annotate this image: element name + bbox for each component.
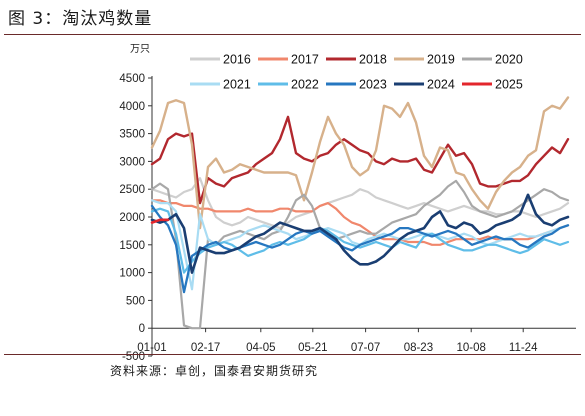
x-tick-label: 01-01 xyxy=(137,342,166,354)
x-tick-label: 05-21 xyxy=(298,342,327,354)
legend-label-2019: 2019 xyxy=(427,53,455,67)
y-tick-label: 4000 xyxy=(119,101,145,113)
series-line-2020 xyxy=(150,179,570,330)
x-tick-label: 08-23 xyxy=(404,342,433,354)
series-line-2018 xyxy=(150,115,570,205)
series-line-2016 xyxy=(150,177,570,230)
series-line-2023 xyxy=(150,204,570,294)
legend-label-2024: 2024 xyxy=(427,78,455,92)
y-tick-label: 3000 xyxy=(119,156,145,168)
y-tick-label: 0 xyxy=(139,323,145,335)
y-tick-label: 4500 xyxy=(119,73,145,85)
series-layer xyxy=(150,96,570,330)
y-tick-label: 1500 xyxy=(119,240,145,252)
x-tick-label: 07-07 xyxy=(351,342,380,354)
legend-label-2022: 2022 xyxy=(291,78,319,92)
legend-label-2021: 2021 xyxy=(223,78,251,92)
y-tick-label: 500 xyxy=(126,295,145,307)
x-tick-label: 02-17 xyxy=(191,342,220,354)
source-note: 资料来源：卓创，国泰君安期货研究 xyxy=(110,364,319,378)
series-line-2019 xyxy=(150,96,570,230)
x-tick-label: 04-05 xyxy=(246,342,275,354)
x-tick-label: 10-08 xyxy=(456,342,485,354)
legend-label-2016: 2016 xyxy=(223,53,251,67)
series-line-2025 xyxy=(150,218,170,224)
y-unit-label: 万只 xyxy=(130,44,150,55)
series-line-2022 xyxy=(150,207,570,274)
series-line-2017 xyxy=(150,199,570,246)
figure-title: 图 3：淘汰鸡数量 xyxy=(8,9,153,29)
series-line-2024 xyxy=(150,193,570,274)
legend-label-2017: 2017 xyxy=(291,53,319,67)
chart-axes: -500050010001500200025003000350040004500… xyxy=(119,73,576,363)
y-tick-label: 1000 xyxy=(119,268,145,280)
legend-label-2020: 2020 xyxy=(495,53,523,67)
source-divider xyxy=(4,354,581,355)
y-tick-label: 2500 xyxy=(119,184,145,196)
legend-label-2025: 2025 xyxy=(495,78,523,92)
x-tick-label: 11-24 xyxy=(509,342,538,354)
title-divider xyxy=(4,34,581,35)
y-tick-label: 3500 xyxy=(119,129,145,141)
legend-label-2023: 2023 xyxy=(359,78,387,92)
chart-legend: 2016 2017 2018 2019 2020 2021 2022 2023 2024 2025 xyxy=(190,53,523,92)
y-tick-label: 2000 xyxy=(119,212,145,224)
legend-label-2018: 2018 xyxy=(359,53,387,67)
